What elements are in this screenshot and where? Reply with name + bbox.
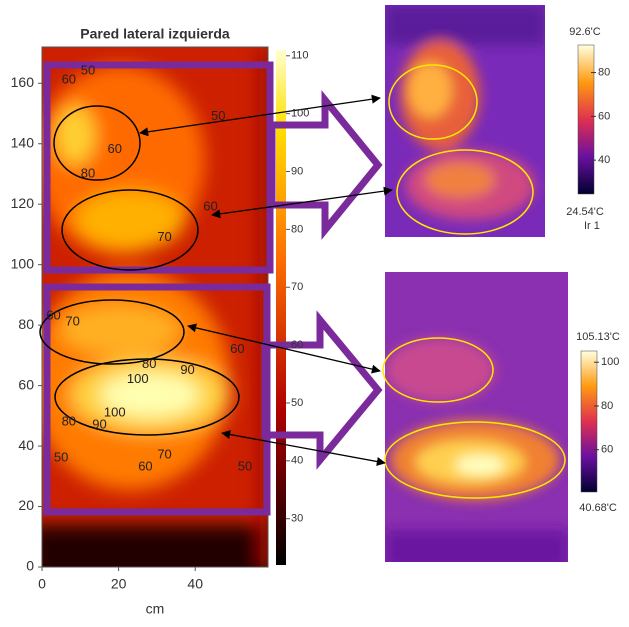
- colorbar-tick-label: 90: [291, 165, 303, 177]
- ellipse: [396, 149, 534, 235]
- y-tick-label: 0: [26, 558, 34, 574]
- thermal-image: [385, 5, 545, 237]
- colorbar-tick-label: 40: [598, 154, 610, 166]
- note: Ir 1: [584, 220, 600, 232]
- y-tick-label: 20: [18, 497, 34, 513]
- contour-label: 60: [62, 72, 76, 87]
- max-label: 105.13'C: [576, 331, 620, 343]
- contour-label: 70: [65, 314, 79, 329]
- colorbar-tick-label: 40: [291, 455, 303, 467]
- x-tick-label: 40: [187, 576, 203, 592]
- contour-label: 60: [138, 459, 152, 474]
- colorbar: [577, 44, 595, 195]
- colorbar-tick-label: 80: [601, 400, 613, 412]
- contour-label: 90: [180, 362, 194, 377]
- colorbar-tick-label: 80: [598, 66, 610, 78]
- x-tick-label: 20: [111, 576, 127, 592]
- block-arrow: [268, 90, 383, 240]
- contour-label: 60: [230, 341, 244, 356]
- colorbar-tick-label: 80: [291, 223, 303, 235]
- y-tick-label: 160: [11, 74, 35, 90]
- contour-label: 60: [46, 308, 60, 323]
- y-tick-label: 100: [11, 255, 35, 271]
- contour-label: 80: [62, 413, 76, 428]
- ellipse: [382, 337, 494, 403]
- contour-label: 60: [108, 141, 122, 156]
- arrow: [187, 323, 381, 374]
- contour-label: 60: [203, 199, 217, 214]
- colorbar-tick-label: 70: [291, 281, 303, 293]
- colorbar-tick-label: 30: [291, 513, 303, 525]
- colorbar-tick-label: 50: [291, 397, 303, 409]
- y-tick-label: 120: [11, 195, 35, 211]
- ellipse: [61, 189, 199, 271]
- contour-label: 50: [211, 108, 225, 123]
- contour-label: 50: [54, 450, 68, 465]
- colorbar-tick-label: 110: [291, 50, 309, 62]
- colorbar-tick-label: 60: [291, 339, 303, 351]
- arrow: [211, 186, 393, 219]
- max-label: 92.6'C: [569, 26, 601, 38]
- contour-label: 80: [142, 356, 156, 371]
- ellipse: [53, 105, 141, 181]
- y-tick-label: 60: [18, 376, 34, 392]
- contour-label: 70: [157, 447, 171, 462]
- contour-label: 50: [81, 63, 95, 78]
- ellipse: [39, 299, 185, 365]
- colorbar-tick-label: 60: [598, 110, 610, 122]
- colorbar-tick-label: 100: [601, 356, 619, 368]
- y-tick-label: 140: [11, 134, 35, 150]
- ellipse: [388, 64, 478, 140]
- colorbar-tick-label: 60: [601, 444, 613, 456]
- chart-title: Pared lateral izquierda: [80, 26, 230, 42]
- contour-label: 90: [92, 416, 106, 431]
- colorbar: [580, 350, 598, 493]
- contour-label: 80: [81, 165, 95, 180]
- arrows: [139, 94, 393, 466]
- arrow: [139, 94, 381, 137]
- min-label: 40.68'C: [579, 502, 617, 514]
- contour-label: 100: [104, 404, 126, 419]
- colorbar-tick-label: 100: [291, 108, 309, 120]
- contour-label: 70: [157, 229, 171, 244]
- x-axis-label: cm: [146, 601, 165, 617]
- thermal-image: [385, 272, 568, 562]
- contour-label: 100: [127, 371, 149, 386]
- min-label: 24.54'C: [566, 206, 604, 218]
- y-tick-label: 40: [18, 437, 34, 453]
- y-tick-label: 80: [18, 316, 34, 332]
- contour-label: 50: [238, 459, 252, 474]
- x-tick-label: 0: [38, 576, 46, 592]
- ellipse: [54, 358, 240, 436]
- colorbar: [276, 50, 286, 565]
- arrow: [221, 430, 386, 466]
